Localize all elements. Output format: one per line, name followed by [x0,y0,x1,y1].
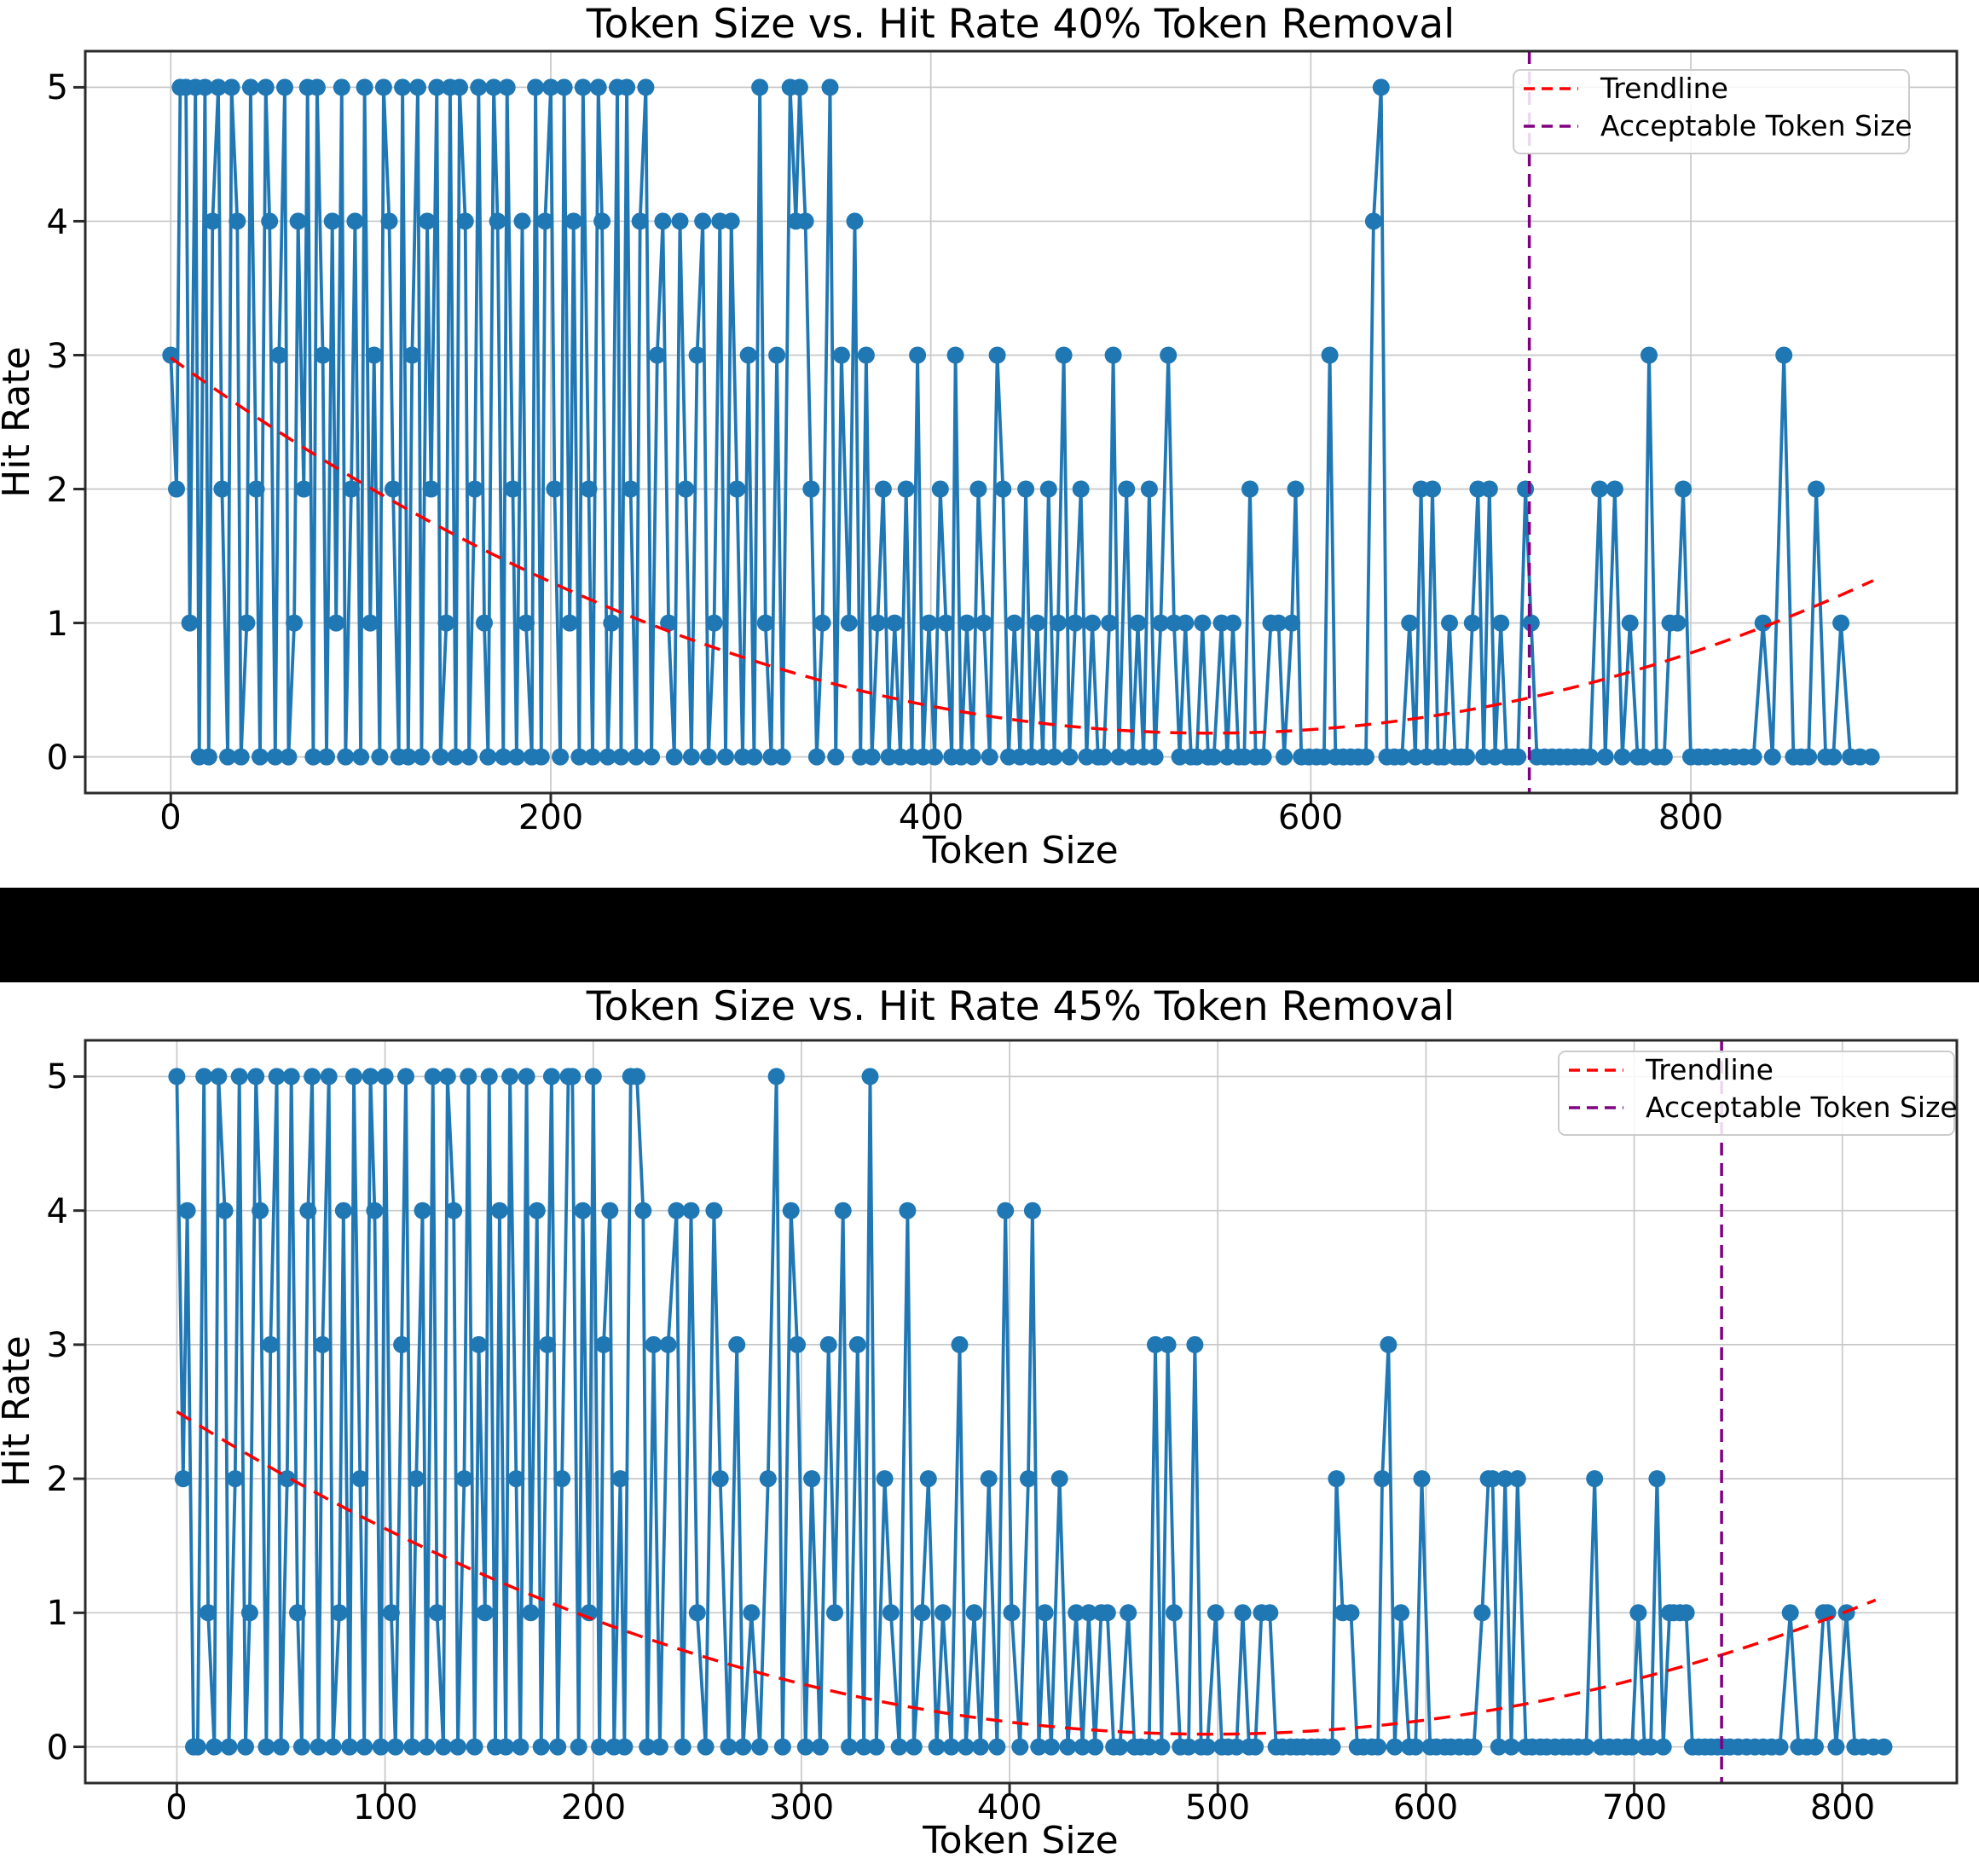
chart-40pct-geometry [73,49,1959,805]
chart-45pct-yaxis-label: Hit Rate [0,1335,38,1486]
legend-acceptable-token-size-label: Acceptable Token Size [1600,109,1912,142]
xtick-label: 800 [1658,798,1723,837]
trendline [176,1410,1877,1736]
xtick-label: 400 [977,1788,1042,1827]
trendline [170,356,1874,735]
xtick-label: 300 [769,1788,834,1827]
xtick-label: 400 [899,798,963,837]
data-points [168,1068,1893,1756]
chart-45pct-legend-labels: Trendline Acceptable Token Size [1645,1053,1958,1124]
figure-45pct: Token Size vs. Hit Rate 45% Token Remova… [0,982,1979,1876]
chart-45pct-xaxis-label: Token Size [922,1819,1119,1862]
ytick-label: 2 [47,471,68,510]
ytick-label: 3 [47,337,68,376]
legend-box [1513,69,1910,154]
ytick-label: 3 [47,1326,68,1365]
chart-40pct-ytick-labels: 0 1 2 3 4 5 [47,68,68,778]
xtick-label: 800 [1810,1788,1875,1827]
ytick-label: 5 [47,1057,68,1097]
series-line [169,85,1872,759]
xtick-label: 0 [165,1788,187,1827]
chart-40pct-legend-labels: Trendline Acceptable Token Size [1600,72,1912,142]
xtick-label: 100 [353,1788,418,1827]
xtick-label: 600 [1278,798,1343,837]
ytick-label: 2 [47,1460,68,1499]
xtick-label: 200 [518,798,583,837]
ytick-label: 0 [47,738,68,778]
xtick-label: 200 [561,1788,626,1827]
chart-45pct-geometry [73,1039,1959,1795]
chart-40pct-xtick-labels: 0 200 400 600 800 [159,798,1723,837]
chart-40pct-xaxis-label: Token Size [922,829,1119,872]
xtick-label: 500 [1185,1788,1250,1827]
chart-45pct-xtick-labels: 0 100 200 300 400 500 600 700 800 [165,1788,1875,1827]
plot-border [84,1039,1959,1785]
plot-border [84,49,1959,795]
legend-trendline-label: Trendline [1600,72,1728,105]
legend-trendline-label: Trendline [1645,1053,1774,1086]
legend-box [1558,1051,1955,1136]
ytick-label: 4 [47,203,68,242]
series-line [175,1074,1884,1749]
chart-40pct: Token Size vs. Hit Rate 40% Token Remova… [0,1,1959,872]
ytick-label: 4 [47,1192,68,1231]
legend-acceptable-token-size-label: Acceptable Token Size [1646,1091,1958,1124]
ytick-label: 1 [47,605,68,644]
ytick-label: 1 [47,1594,68,1633]
ytick-label: 0 [47,1728,68,1768]
ytick-label: 5 [47,68,68,107]
tick-marks [73,1074,1844,1795]
xtick-label: 700 [1602,1788,1667,1827]
xtick-label: 0 [159,798,181,837]
xtick-label: 600 [1393,1788,1458,1827]
chart-45pct-title: Token Size vs. Hit Rate 45% Token Remova… [586,983,1455,1030]
data-points [162,78,1880,766]
chart-45pct: Token Size vs. Hit Rate 45% Token Remova… [0,983,1959,1862]
tick-marks [73,85,1693,805]
chart-40pct-title: Token Size vs. Hit Rate 40% Token Remova… [586,1,1455,48]
chart-40pct-yaxis-label: Hit Rate [0,346,38,497]
chart-45pct-ytick-labels: 0 1 2 3 4 5 [47,1057,68,1768]
figure-40pct: Token Size vs. Hit Rate 40% Token Remova… [0,0,1979,888]
